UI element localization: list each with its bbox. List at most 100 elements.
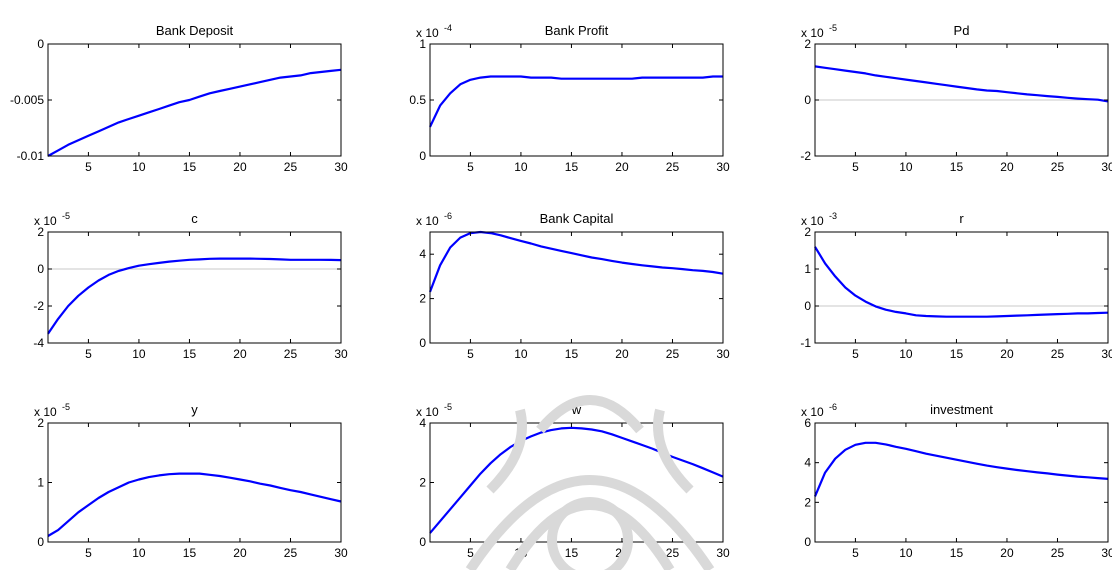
chart-7-ytick-label: 0: [37, 535, 44, 549]
chart-4-axes-box: [47, 231, 342, 344]
chart-8-xtick-label: 15: [565, 546, 579, 560]
chart-2-xtick-label: 5: [467, 160, 474, 174]
chart-5-xtick-label: 5: [467, 347, 474, 361]
chart-4-title: c: [191, 211, 198, 226]
chart-9-title: investment: [930, 402, 993, 417]
chart-5-title: Bank Capital: [540, 211, 614, 226]
chart-6-ytick-label: 0: [804, 299, 811, 313]
chart-2-xtick-label: 25: [666, 160, 680, 174]
chart-7-xtick-label: 30: [334, 546, 348, 560]
chart-2-xtick-label: 20: [615, 160, 629, 174]
chart-7-exponent-value: -5: [62, 402, 70, 412]
chart-8-exponent-multiplier: x 10: [416, 405, 439, 419]
chart-7-series-line: [47, 472, 342, 537]
chart-1-xtick-label: 30: [334, 160, 348, 174]
chart-1-xtick-label: 5: [85, 160, 92, 174]
watermark-ornament: [465, 395, 715, 570]
chart-8-ytick-label: 2: [419, 476, 426, 490]
chart-2-ytick-label: 0.5: [409, 93, 426, 107]
chart-3-xtick-label: 5: [852, 160, 859, 174]
chart-5-xtick-label: 20: [615, 347, 629, 361]
chart-5-ytick-label: 2: [419, 292, 426, 306]
chart-1-axes-box: [47, 43, 342, 157]
chart-7-xtick-label: 25: [284, 546, 298, 560]
chart-6-ytick-label: 2: [804, 225, 811, 239]
chart-1-xtick-label: 25: [284, 160, 298, 174]
chart-5-axes-box: [429, 231, 724, 344]
chart-9-series-line: [813, 441, 1109, 497]
chart-9-panel: 5 10 15 20 25 30 0 2 4 6 investment x 10 -6: [801, 402, 1112, 560]
chart-3-exponent-value: -5: [829, 23, 837, 33]
chart-6-xtick-label: 10: [899, 347, 913, 361]
chart-7-ytick-label: 2: [37, 416, 44, 430]
chart-4-panel: 5 10 15 20 25 30 -4 -2 0 2 c x 10 -5: [33, 211, 348, 361]
chart-3-xtick-label: 30: [1101, 160, 1112, 174]
chart-6-series-line: [814, 246, 1109, 318]
chart-8-exponent-value: -5: [444, 402, 452, 412]
chart-9-exponent-value: -6: [829, 402, 837, 412]
chart-2-title: Bank Profit: [545, 23, 609, 38]
chart-2-panel: 5 10 15 20 25 30 0 0.5 1 Bank Profit x 10 -4: [409, 23, 730, 174]
chart-1-ytick-label: -0.01: [17, 149, 45, 163]
chart-4-exponent-value: -5: [62, 211, 70, 221]
chart-1-xtick-label: 20: [233, 160, 247, 174]
chart-5-ytick-label: 0: [419, 336, 426, 350]
chart-8-xtick-label: 30: [716, 546, 730, 560]
chart-3-ytick-label: 2: [804, 37, 811, 51]
chart-6-xtick-label: 15: [950, 347, 964, 361]
chart-8-xtick-label: 25: [666, 546, 680, 560]
chart-4-ytick-label: 0: [37, 262, 44, 276]
chart-9-xtick-label: 20: [1000, 546, 1014, 560]
chart-3-ytick-label: 0: [804, 93, 811, 107]
chart-2-exponent-value: -4: [444, 23, 452, 33]
chart-4-ytick-label: -2: [33, 299, 44, 313]
chart-1-series-line: [47, 68, 342, 157]
chart-1-ytick-label: -0.005: [10, 93, 44, 107]
chart-4-exponent-multiplier: x 10: [34, 214, 57, 228]
chart-2-ytick-label: 0: [419, 149, 426, 163]
chart-6-ytick-label: -1: [800, 336, 811, 350]
chart-3-xtick-label: 10: [899, 160, 913, 174]
chart-7-xtick-label: 15: [183, 546, 197, 560]
chart-7-xtick-label: 5: [85, 546, 92, 560]
chart-1-xtick-label: 15: [183, 160, 197, 174]
chart-5-ytick-label: 4: [419, 247, 426, 261]
chart-5-panel: 5 10 15 20 25 30 0 2 4 Bank Capital x 10 -6: [416, 211, 730, 361]
chart-5-xtick-label: 15: [565, 347, 579, 361]
chart-4-xtick-label: 10: [132, 347, 146, 361]
chart-5-exponent-multiplier: x 10: [416, 214, 439, 228]
chart-9-ytick-label: 4: [804, 456, 811, 470]
chart-1-title: Bank Deposit: [156, 23, 234, 38]
chart-7-exponent-multiplier: x 10: [34, 405, 57, 419]
chart-1-panel: 5 10 15 20 25 30 -0.01 -0.005 0 Bank Deposit: [10, 23, 348, 174]
chart-6-xtick-label: 25: [1051, 347, 1065, 361]
chart-2-xtick-label: 30: [716, 160, 730, 174]
chart-6-xtick-label: 30: [1101, 347, 1112, 361]
chart-4-xtick-label: 30: [334, 347, 348, 361]
chart-7-axes-box: [47, 422, 342, 543]
chart-4-ytick-label: 2: [37, 225, 44, 239]
chart-2-xtick-label: 15: [565, 160, 579, 174]
chart-8-title: w: [571, 402, 582, 417]
chart-7-panel: 5 10 15 20 25 30 0 1 2 y x 10 -5: [34, 402, 348, 560]
chart-6-exponent-value: -3: [829, 211, 837, 221]
chart-8-ytick-label: 4: [419, 416, 426, 430]
chart-2-xtick-label: 10: [514, 160, 528, 174]
chart-3-xtick-label: 25: [1051, 160, 1065, 174]
chart-6-xtick-label: 5: [852, 347, 859, 361]
chart-4-xtick-label: 20: [233, 347, 247, 361]
chart-2-axes-box: [429, 43, 724, 157]
chart-3-panel: 5 10 15 20 25 30 -2 0 2 Pd x 10 -5: [800, 23, 1112, 174]
chart-2-ytick-label: 1: [419, 37, 426, 51]
chart-5-exponent-value: -6: [444, 211, 452, 221]
chart-3-exponent-multiplier: x 10: [801, 26, 824, 40]
chart-4-xtick-label: 15: [183, 347, 197, 361]
chart-5-xtick-label: 10: [514, 347, 528, 361]
chart-2-exponent-multiplier: x 10: [416, 26, 439, 40]
chart-5-xtick-label: 30: [716, 347, 730, 361]
chart-3-xtick-label: 20: [1000, 160, 1014, 174]
chart-1-ytick-label: 0: [37, 37, 44, 51]
chart-4-xtick-label: 25: [284, 347, 298, 361]
